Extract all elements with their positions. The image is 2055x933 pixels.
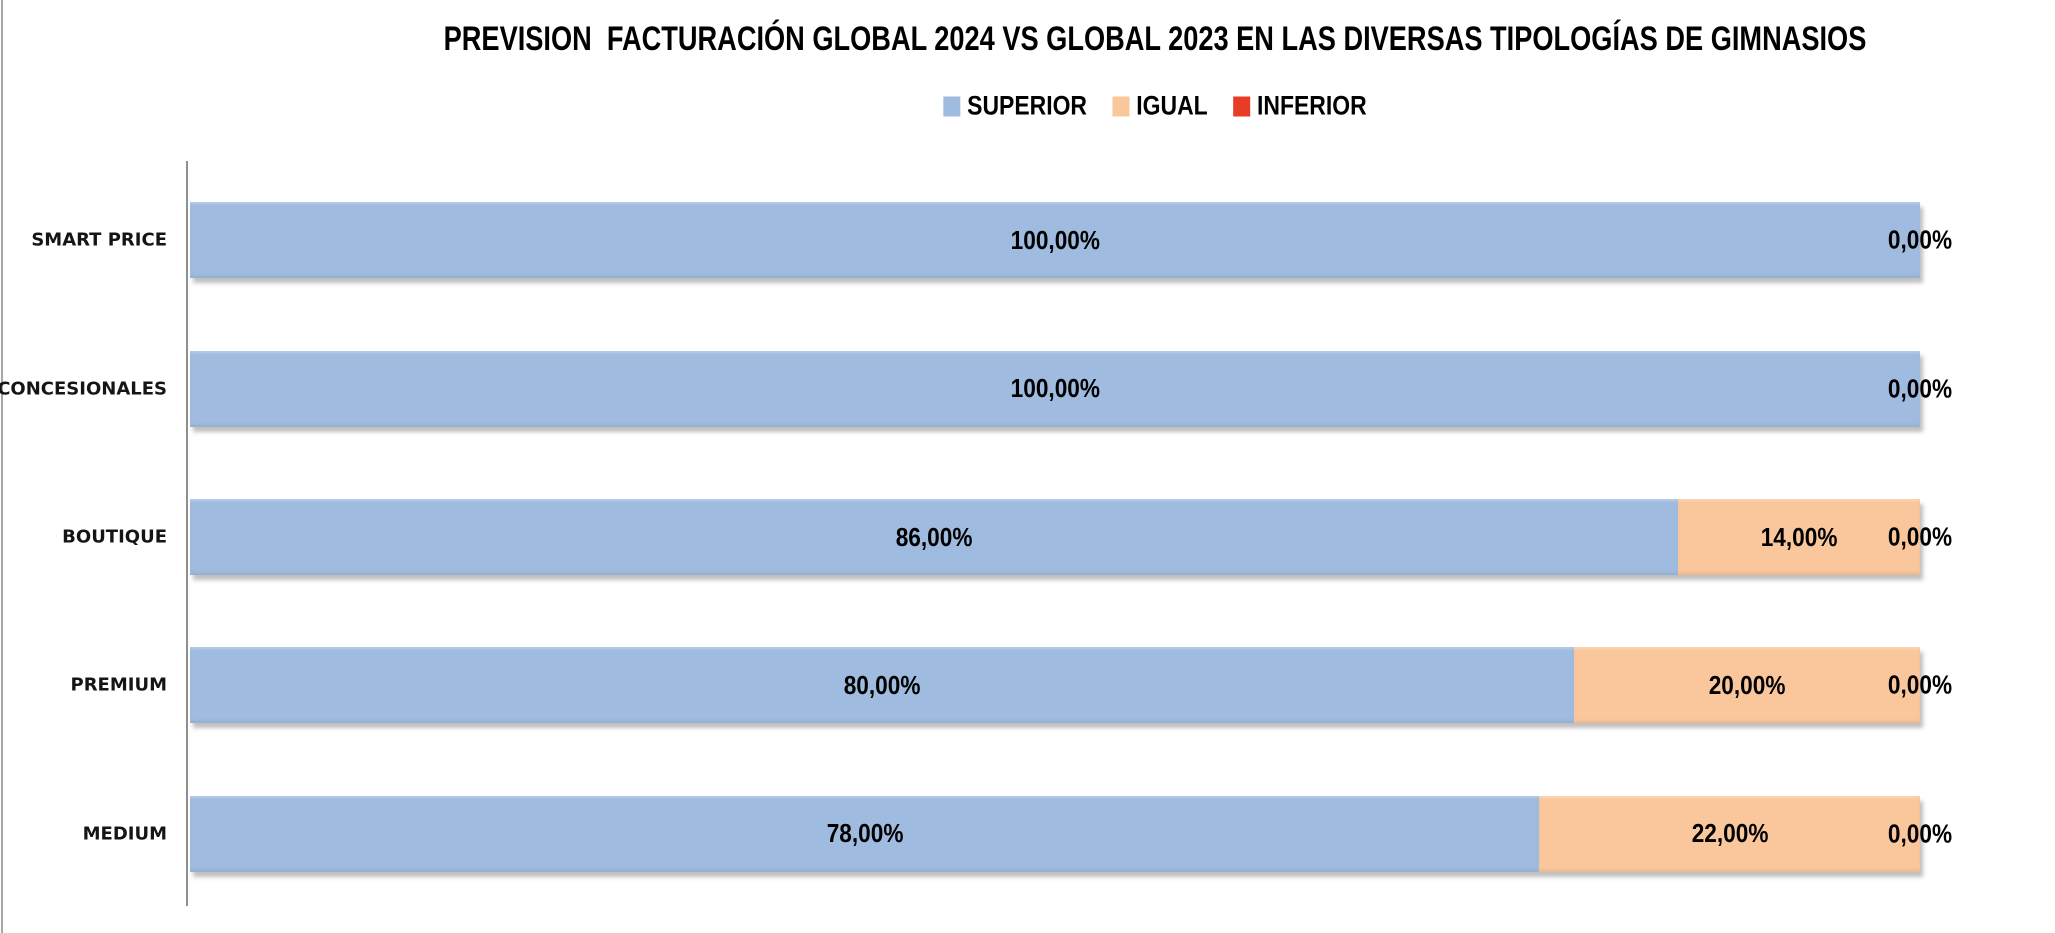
bar-concesionales: 100,00% xyxy=(190,350,1920,427)
bar-boutique: 86,00% 14,00% xyxy=(190,499,1920,575)
legend-label-igual: IGUAL xyxy=(1136,90,1208,121)
legend-item-inferior: INFERIOR xyxy=(1233,90,1367,122)
category-label-medium: MEDIUM xyxy=(82,823,167,845)
bar-segment-igual: 22,00% xyxy=(1539,795,1920,872)
data-label-igual: 20,00% xyxy=(1708,669,1786,700)
legend-label-superior: SUPERIOR xyxy=(967,90,1088,121)
bar-segment-superior: 80,00% xyxy=(190,647,1574,724)
data-label-igual: 22,00% xyxy=(1691,818,1769,849)
bar-segment-igual: 20,00% xyxy=(1574,647,1920,724)
category-label-premium: PREMIUM xyxy=(70,674,168,696)
legend-label-inferior: INFERIOR xyxy=(1257,90,1367,121)
bar-segment-igual: 14,00% xyxy=(1677,499,1920,575)
bar-segment-superior: 78,00% xyxy=(190,795,1540,872)
bar-segment-superior: 100,00% xyxy=(190,350,1920,427)
data-label-superior: 78,00% xyxy=(826,818,904,849)
chart-title: PREVISION FACTURACIÓN GLOBAL 2024 VS GLO… xyxy=(443,20,1867,58)
bar-smart-price: 100,00% xyxy=(190,202,1920,279)
bar-row-boutique: 0,00% 86,00% 14,00% xyxy=(190,499,1952,575)
y-axis-line xyxy=(186,161,188,906)
data-label-superior: 86,00% xyxy=(895,521,973,552)
data-label-superior: 100,00% xyxy=(1010,224,1100,255)
bar-premium: 80,00% 20,00% xyxy=(190,647,1920,724)
legend-swatch-inferior xyxy=(1233,96,1251,116)
bar-segment-superior: 86,00% xyxy=(190,499,1678,575)
bar-segment-superior: 100,00% xyxy=(190,202,1920,279)
bar-row-concesionales: 0,00% 100,00% xyxy=(190,350,1952,427)
page-left-border xyxy=(1,0,3,933)
data-label-superior: 80,00% xyxy=(843,669,921,700)
chart-legend: SUPERIOR IGUAL INFERIOR xyxy=(943,90,1367,122)
legend-swatch-igual xyxy=(1112,96,1130,116)
bar-row-medium: 0,00% 78,00% 22,00% xyxy=(190,795,1952,872)
bar-row-smart-price: 0,00% 100,00% xyxy=(190,202,1952,279)
category-label-concesionales: CONCESIONALES xyxy=(0,378,167,400)
legend-item-igual: IGUAL xyxy=(1112,90,1208,122)
data-label-inferior: 0,00% xyxy=(1887,224,1953,255)
data-label-inferior: 0,00% xyxy=(1887,669,1953,700)
legend-item-superior: SUPERIOR xyxy=(943,91,1087,122)
bar-row-premium: 0,00% 80,00% 20,00% xyxy=(190,647,1952,724)
data-label-superior: 100,00% xyxy=(1010,373,1100,404)
data-label-inferior: 0,00% xyxy=(1887,818,1953,849)
category-label-boutique: BOUTIQUE xyxy=(62,526,167,548)
data-label-inferior: 0,00% xyxy=(1887,373,1953,404)
legend-swatch-superior xyxy=(943,96,961,116)
data-label-igual: 14,00% xyxy=(1760,521,1838,552)
bar-medium: 78,00% 22,00% xyxy=(190,795,1920,872)
data-label-inferior: 0,00% xyxy=(1887,521,1953,552)
category-label-smart-price: SMART PRICE xyxy=(31,229,167,251)
